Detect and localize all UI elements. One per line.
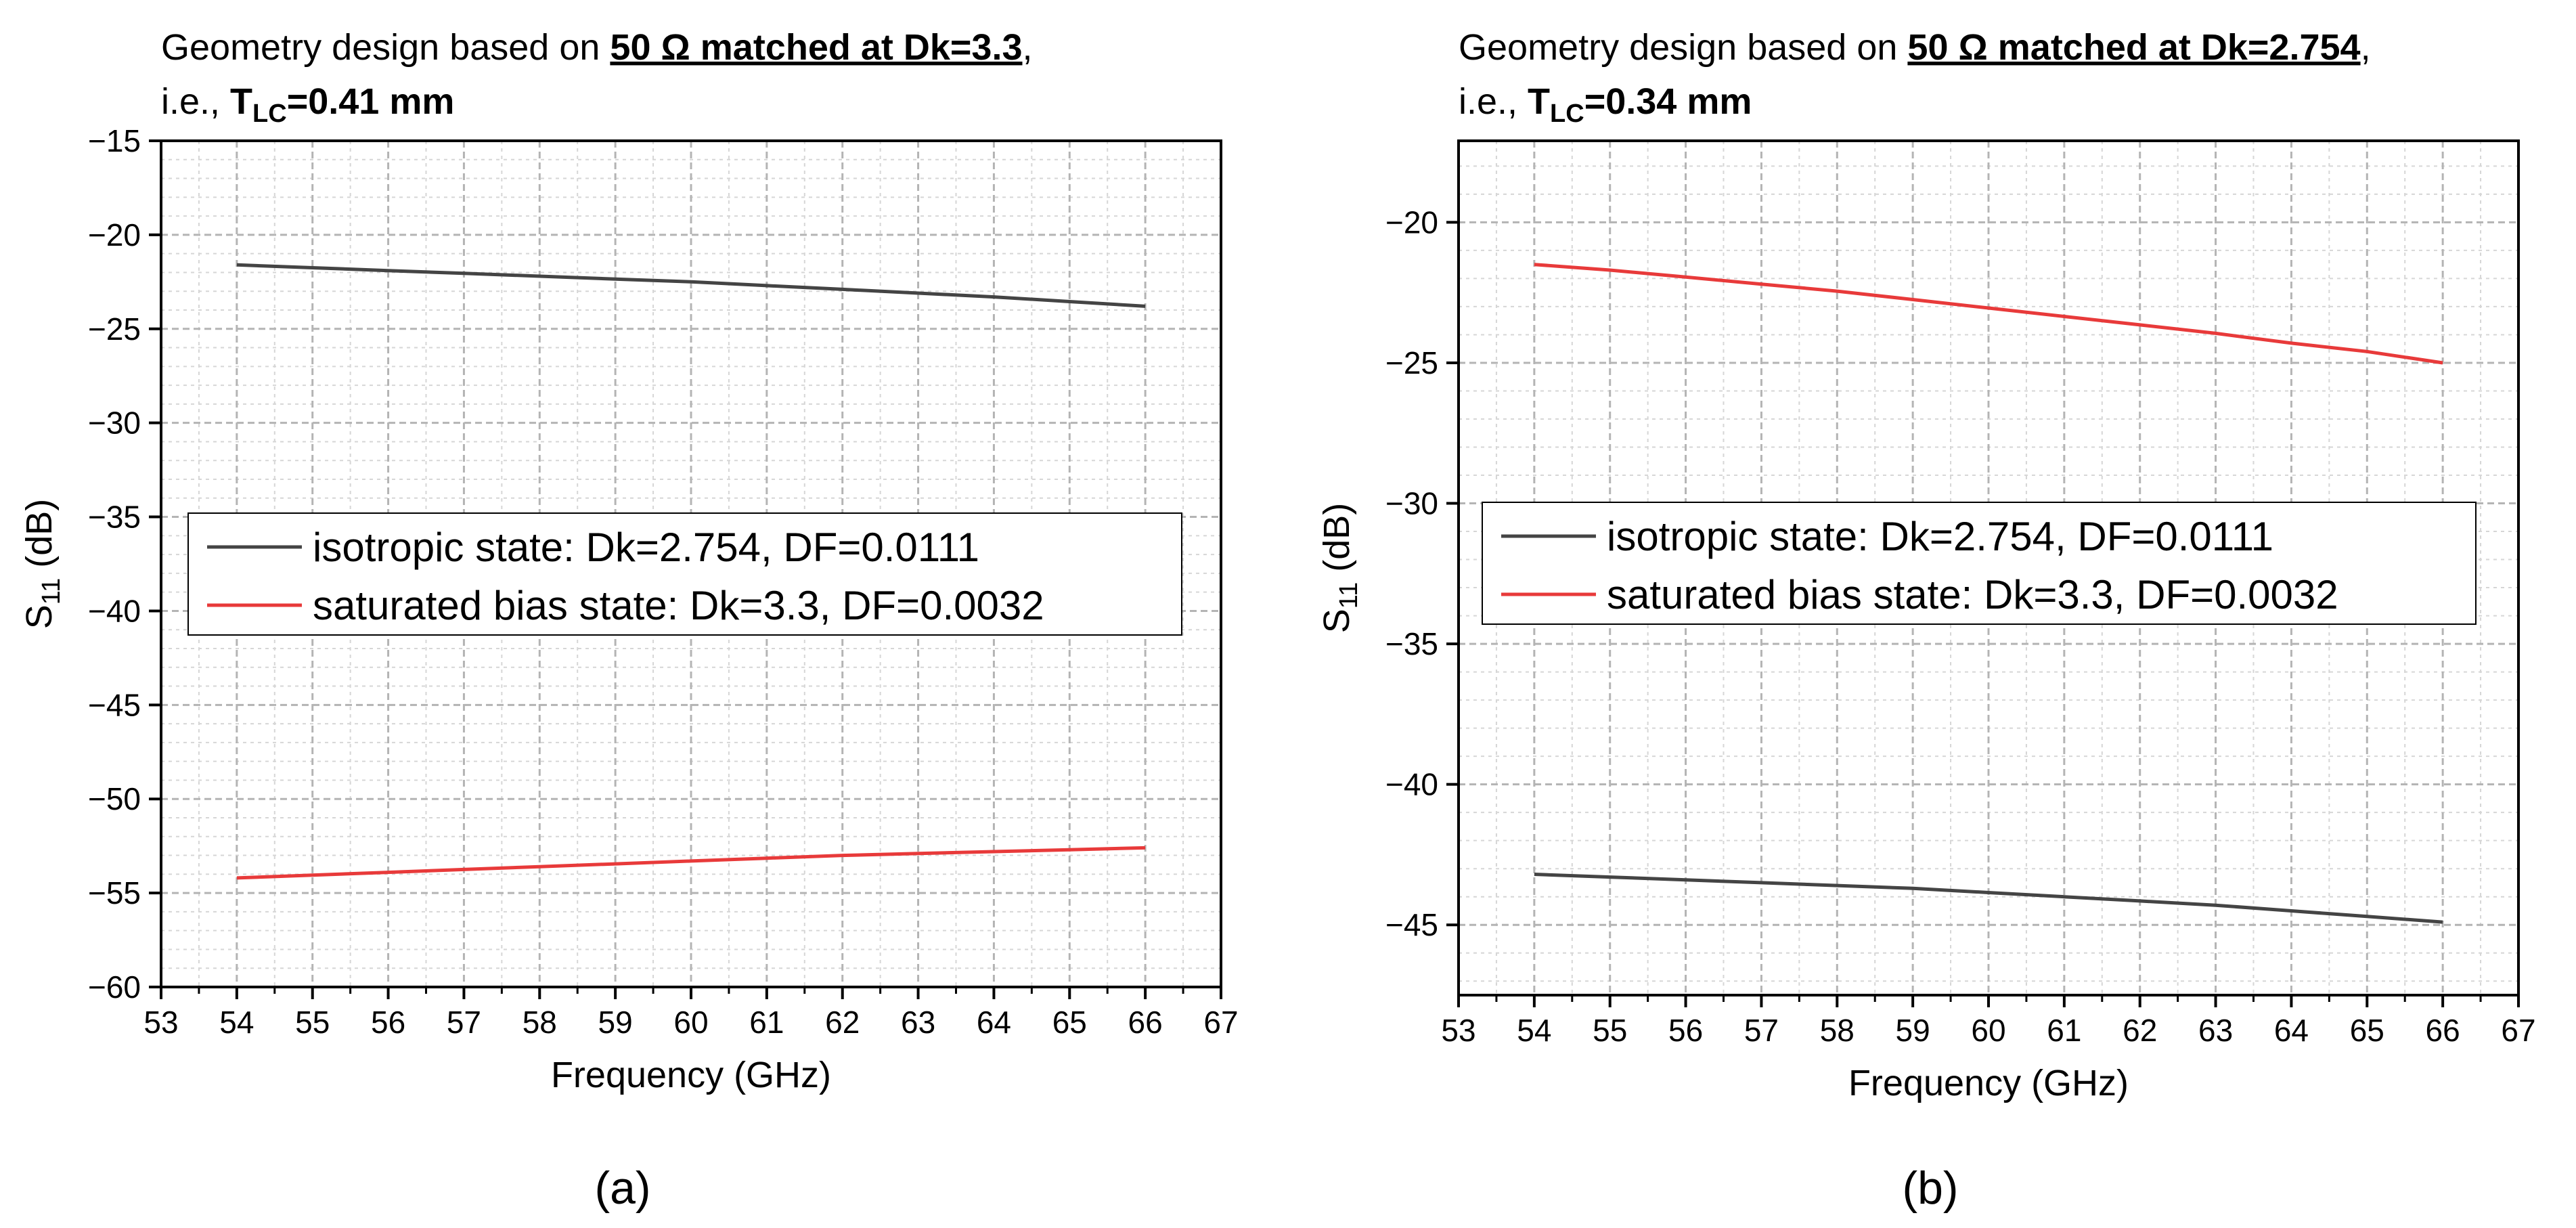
title-line1-prefix: Geometry design based on xyxy=(1459,27,1907,68)
y-tick-label: −40 xyxy=(88,593,141,628)
x-tick-label: 58 xyxy=(523,1005,557,1040)
x-tick-label: 67 xyxy=(2501,1013,2535,1048)
legend-label-isotropic: isotropic state: Dk=2.754, DF=0.0111 xyxy=(1607,514,2273,559)
x-tick-label: 64 xyxy=(2274,1013,2309,1048)
y-axis-label: S11 (dB) xyxy=(1316,503,1363,634)
y-label-main: S xyxy=(19,605,60,629)
series-line-0 xyxy=(236,263,1146,308)
x-tick-label: 58 xyxy=(1820,1013,1855,1048)
panel-label-a: (a) xyxy=(594,1162,650,1214)
title-line2-rest: =0.34 mm xyxy=(1584,81,1752,122)
x-tick-label: 57 xyxy=(1744,1013,1779,1048)
y-tick-label: −25 xyxy=(1385,345,1438,380)
title-line2-rest: =0.41 mm xyxy=(287,81,455,122)
title-line1-prefix: Geometry design based on xyxy=(161,27,610,68)
chart-title-line1: Geometry design based on 50 Ω matched at… xyxy=(1459,27,2371,68)
x-tick-label: 61 xyxy=(2047,1013,2081,1048)
x-tick-label: 53 xyxy=(1441,1013,1475,1048)
x-tick-label: 54 xyxy=(219,1005,254,1040)
title-line2-prefix: i.e., xyxy=(1459,81,1528,122)
y-tick-label: −20 xyxy=(88,217,141,253)
y-tick-label: −35 xyxy=(88,500,141,535)
x-tick-label: 54 xyxy=(1517,1013,1551,1048)
y-axis: −15 −20 −25 −30 −35 −40 −45 −50 −55 −60 xyxy=(88,123,161,1005)
chart-title-line2: i.e., TLC=0.41 mm xyxy=(161,81,454,128)
x-axis: 53 54 55 56 57 58 59 60 61 62 63 64 65 66 67 xyxy=(143,987,1239,1040)
y-label-sub: 11 xyxy=(1335,582,1363,609)
x-tick-label: 65 xyxy=(2350,1013,2384,1048)
title-line1-suffix: , xyxy=(1023,27,1033,68)
panel-label-b: (b) xyxy=(1902,1162,1958,1214)
legend: isotropic state: Dk=2.754, DF=0.0111 sat… xyxy=(187,512,1182,636)
title-line1-bold: 50 Ω matched at Dk=2.754 xyxy=(1907,27,2360,68)
y-tick-label: −15 xyxy=(88,123,141,158)
title-line1-suffix: , xyxy=(2361,27,2371,68)
x-tick-label: 67 xyxy=(1203,1005,1238,1040)
x-tick-label: 59 xyxy=(1896,1013,1930,1048)
x-axis-label: Frequency (GHz) xyxy=(1848,1063,2129,1103)
y-tick-label: −30 xyxy=(1385,486,1438,521)
title-line2-sub: LC xyxy=(252,100,287,128)
x-tick-label: 62 xyxy=(825,1005,860,1040)
x-tick-label: 56 xyxy=(371,1005,405,1040)
y-label-main: S xyxy=(1316,609,1357,633)
chart-title-line1: Geometry design based on 50 Ω matched at… xyxy=(161,27,1033,68)
series-layer xyxy=(1534,263,2443,924)
y-tick-label: −45 xyxy=(88,687,141,722)
x-axis: 53 54 55 56 57 58 59 60 61 62 63 64 65 66 67 xyxy=(1441,995,2536,1048)
x-tick-label: 55 xyxy=(1593,1013,1627,1048)
y-tick-label: −60 xyxy=(88,969,141,1005)
x-tick-label: 57 xyxy=(447,1005,481,1040)
y-tick-label: −30 xyxy=(88,405,141,441)
legend-label-saturated: saturated bias state: Dk=3.3, DF=0.0032 xyxy=(313,583,1044,628)
y-axis: −20 −25 −30 −35 −40 −45 xyxy=(1385,204,1459,942)
x-axis-label: Frequency (GHz) xyxy=(551,1055,831,1095)
x-tick-label: 62 xyxy=(2123,1013,2157,1048)
y-tick-label: −20 xyxy=(1385,204,1438,240)
x-tick-label: 61 xyxy=(749,1005,784,1040)
legend-label-saturated: saturated bias state: Dk=3.3, DF=0.0032 xyxy=(1607,572,2338,617)
title-line2-T: T xyxy=(1528,81,1550,122)
x-tick-label: 60 xyxy=(1971,1013,2005,1048)
x-tick-label: 56 xyxy=(1668,1013,1703,1048)
y-tick-label: −50 xyxy=(88,781,141,816)
legend-box xyxy=(187,512,1182,636)
y-axis-label: S11 (dB) xyxy=(19,499,66,630)
y-label-rest: (dB) xyxy=(1316,503,1357,582)
y-tick-label: −55 xyxy=(88,875,141,911)
title-line2-prefix: i.e., xyxy=(161,81,230,122)
x-tick-label: 63 xyxy=(2198,1013,2233,1048)
x-tick-label: 66 xyxy=(1128,1005,1163,1040)
y-label-sub: 11 xyxy=(37,578,66,605)
x-tick-label: 65 xyxy=(1052,1005,1087,1040)
series-line-1 xyxy=(1534,263,2443,365)
series-line-1 xyxy=(236,846,1146,880)
x-tick-label: 59 xyxy=(598,1005,633,1040)
x-tick-label: 53 xyxy=(143,1005,178,1040)
chart-panel-a: Geometry design based on 50 Ω matched at… xyxy=(19,27,1239,1214)
y-label-rest: (dB) xyxy=(19,499,60,578)
series-layer xyxy=(236,263,1146,880)
x-tick-label: 66 xyxy=(2426,1013,2460,1048)
series-line-0 xyxy=(1534,873,2443,924)
title-line1-bold: 50 Ω matched at Dk=3.3 xyxy=(610,27,1022,68)
legend: isotropic state: Dk=2.754, DF=0.0111 sat… xyxy=(1482,502,2477,625)
legend-box xyxy=(1482,502,2477,625)
y-tick-label: −35 xyxy=(1385,626,1438,661)
chart-panel-b: Geometry design based on 50 Ω matched at… xyxy=(1316,27,2536,1214)
chart-title-line2: i.e., TLC=0.34 mm xyxy=(1459,81,1752,128)
legend-label-isotropic: isotropic state: Dk=2.754, DF=0.0111 xyxy=(313,525,979,570)
title-line2-T: T xyxy=(230,81,252,122)
y-tick-label: −45 xyxy=(1385,907,1438,942)
y-tick-label: −40 xyxy=(1385,767,1438,802)
title-line2-sub: LC xyxy=(1550,100,1584,128)
x-tick-label: 55 xyxy=(295,1005,330,1040)
x-tick-label: 64 xyxy=(977,1005,1011,1040)
y-tick-label: −25 xyxy=(88,311,141,347)
x-tick-label: 63 xyxy=(901,1005,935,1040)
x-tick-label: 60 xyxy=(673,1005,708,1040)
